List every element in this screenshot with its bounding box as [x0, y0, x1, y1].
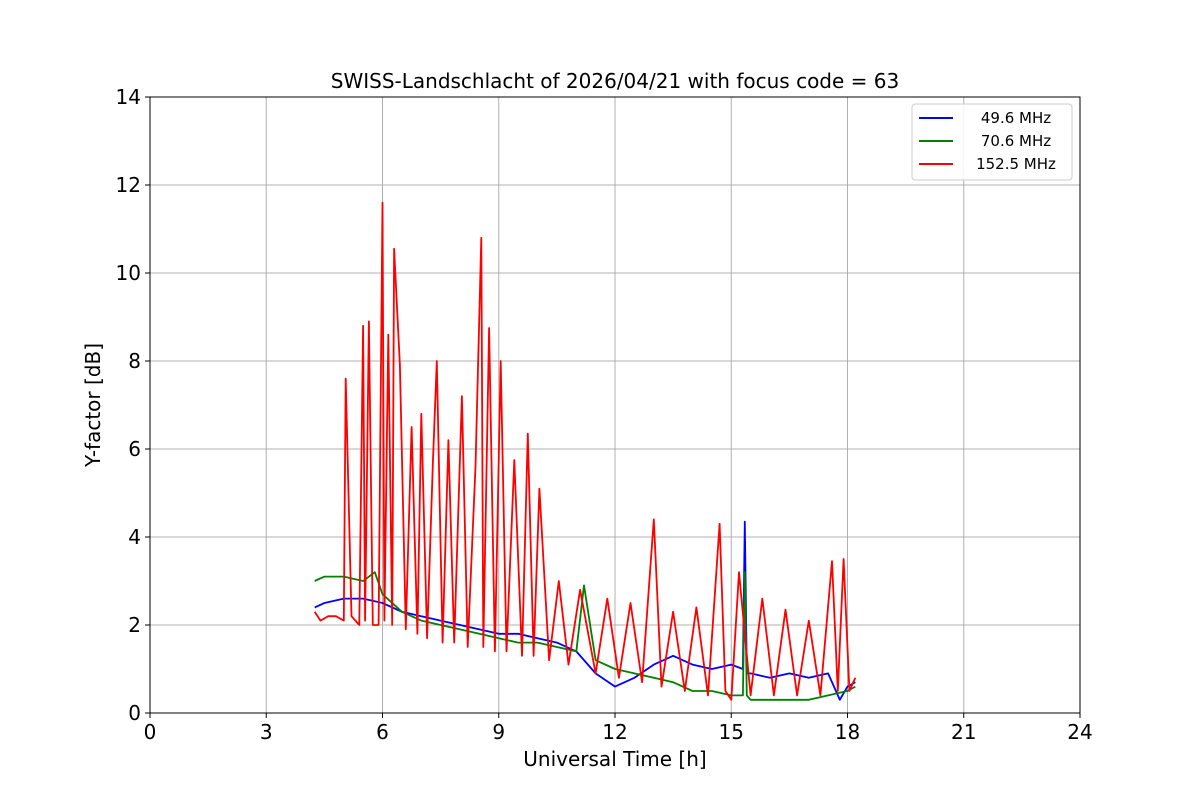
x-tick-label: 21 [951, 720, 976, 744]
series-layer [313, 201, 857, 701]
y-tick-label: 4 [128, 525, 141, 549]
x-tick-label: 24 [1067, 720, 1092, 744]
y-tick-label: 6 [128, 437, 141, 461]
x-tick-label: 12 [602, 720, 627, 744]
series-line-0 [314, 520, 856, 701]
y-axis: 0 2 4 6 8 10 12 14 [116, 85, 150, 725]
legend-label-2: 152.5 MHz [976, 155, 1056, 173]
x-tick-label: 0 [144, 720, 157, 744]
series-line-1 [314, 571, 856, 701]
legend-label-1: 70.6 MHz [981, 132, 1051, 150]
y-axis-label: Y-factor [dB] [81, 343, 105, 468]
legend: 49.6 MHz 70.6 MHz 152.5 MHz [911, 103, 1073, 181]
series-line-2 [313, 201, 857, 701]
x-axis-label: Universal Time [h] [523, 747, 706, 771]
chart-title: SWISS-Landschlacht of 2026/04/21 with fo… [331, 69, 899, 93]
y-tick-label: 10 [116, 261, 141, 285]
y-tick-label: 0 [128, 701, 141, 725]
x-tick-label: 18 [835, 720, 860, 744]
legend-label-0: 49.6 MHz [981, 109, 1051, 127]
x-tick-label: 9 [492, 720, 505, 744]
x-axis: 0 3 6 9 12 15 18 21 24 [144, 713, 1093, 744]
y-tick-label: 12 [116, 173, 141, 197]
legend-box [911, 103, 1073, 181]
grid [149, 96, 1081, 714]
y-tick-label: 8 [128, 349, 141, 373]
x-tick-label: 6 [376, 720, 389, 744]
x-tick-label: 3 [260, 720, 273, 744]
y-tick-label: 14 [116, 85, 141, 109]
y-tick-label: 2 [128, 613, 141, 637]
x-tick-label: 15 [719, 720, 744, 744]
